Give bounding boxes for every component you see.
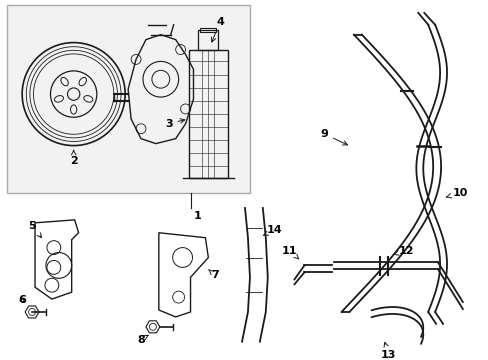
Text: 6: 6 (18, 295, 26, 305)
Text: 2: 2 (70, 150, 78, 166)
Bar (200, 28, 216, 32)
Text: 10: 10 (446, 188, 467, 198)
Text: 13: 13 (380, 342, 395, 360)
Text: 9: 9 (320, 129, 347, 145)
Text: 12: 12 (392, 246, 413, 256)
Bar (188, 50, 228, 178)
Text: 11: 11 (281, 246, 298, 259)
Text: 5: 5 (28, 221, 41, 238)
Text: 4: 4 (211, 17, 224, 42)
Text: 1: 1 (193, 211, 201, 221)
Bar (198, 30, 218, 50)
Bar (7, 5, 249, 193)
Text: 8: 8 (137, 335, 148, 345)
Text: 3: 3 (164, 119, 184, 129)
Text: 7: 7 (208, 270, 219, 280)
Text: 14: 14 (263, 225, 282, 235)
